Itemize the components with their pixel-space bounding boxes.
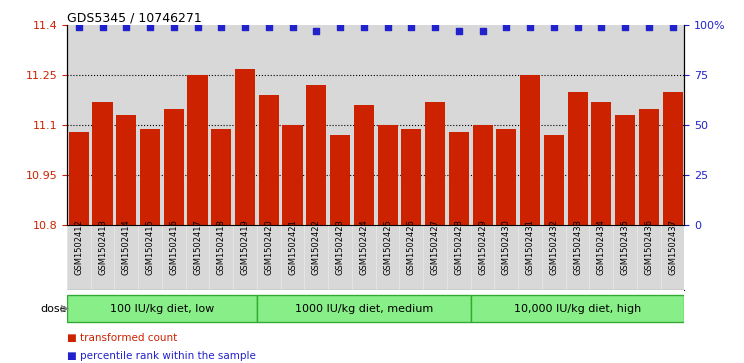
Point	[144, 25, 156, 30]
Point	[619, 25, 631, 30]
Bar	[68, 132, 89, 225]
Bar	[401, 129, 421, 225]
Point	[168, 25, 180, 30]
Text: ■ percentile rank within the sample: ■ percentile rank within the sample	[67, 351, 256, 361]
Bar	[67, 295, 257, 322]
Text: 1000 IU/kg diet, medium: 1000 IU/kg diet, medium	[295, 304, 433, 314]
Point	[501, 25, 513, 30]
Bar	[377, 125, 398, 225]
Text: GDS5345 / 10746271: GDS5345 / 10746271	[67, 11, 202, 24]
Bar	[591, 102, 612, 225]
Text: dose: dose	[40, 304, 67, 314]
Text: 100 IU/kg diet, low: 100 IU/kg diet, low	[110, 304, 214, 314]
Bar	[116, 115, 136, 225]
Bar	[353, 105, 374, 225]
Bar	[283, 125, 303, 225]
Point	[548, 25, 559, 30]
Point	[525, 25, 536, 30]
Bar	[449, 132, 469, 225]
Bar	[211, 129, 231, 225]
Point	[216, 25, 228, 30]
Bar	[568, 92, 588, 225]
Point	[595, 25, 607, 30]
Bar	[496, 129, 516, 225]
Point	[263, 25, 275, 30]
Point	[429, 25, 441, 30]
Bar	[307, 85, 327, 225]
Point	[571, 25, 583, 30]
Point	[121, 25, 132, 30]
Bar	[615, 115, 635, 225]
Point	[286, 25, 298, 30]
Bar	[235, 69, 255, 225]
Bar	[425, 102, 445, 225]
Bar	[187, 76, 208, 225]
Point	[643, 25, 655, 30]
Bar	[330, 135, 350, 225]
Bar	[471, 295, 684, 322]
Point	[358, 25, 370, 30]
Point	[239, 25, 251, 30]
Point	[310, 28, 322, 34]
Bar	[639, 109, 659, 225]
Point	[334, 25, 346, 30]
Bar	[472, 125, 493, 225]
Point	[667, 25, 679, 30]
Point	[453, 28, 465, 34]
Bar	[544, 135, 564, 225]
Point	[405, 25, 417, 30]
Bar	[257, 295, 471, 322]
Bar	[520, 76, 540, 225]
Point	[192, 25, 204, 30]
Bar	[164, 109, 184, 225]
Point	[382, 25, 394, 30]
Bar	[662, 92, 683, 225]
Bar	[259, 95, 279, 225]
Point	[73, 25, 85, 30]
Point	[97, 25, 109, 30]
Text: 10,000 IU/kg diet, high: 10,000 IU/kg diet, high	[514, 304, 641, 314]
Point	[477, 28, 489, 34]
Bar	[140, 129, 160, 225]
Text: ■ transformed count: ■ transformed count	[67, 333, 177, 343]
Bar	[92, 102, 112, 225]
